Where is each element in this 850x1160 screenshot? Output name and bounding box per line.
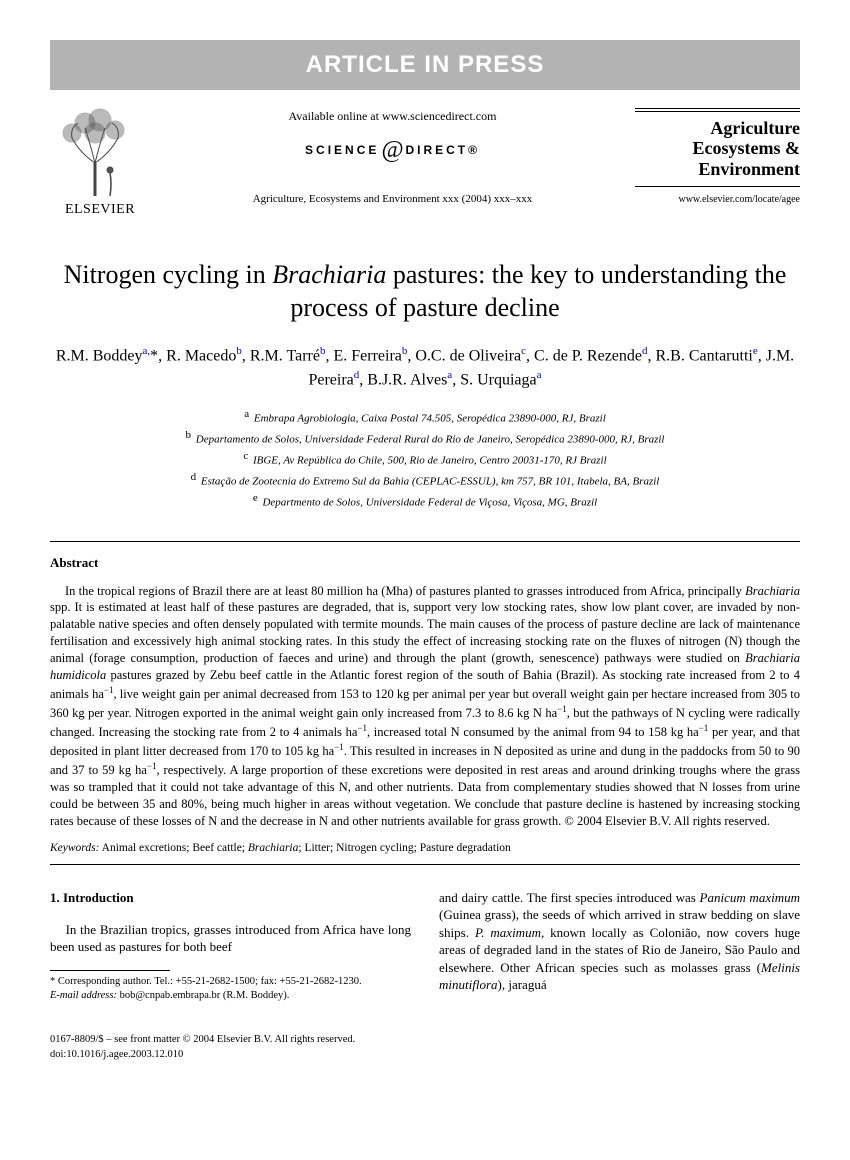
elsevier-tree-icon — [50, 108, 140, 198]
journal-title: Agriculture Ecosystems & Environment — [635, 108, 800, 187]
rule — [50, 864, 800, 865]
affiliations: a Embrapa Agrobiologia, Caixa Postal 74.… — [50, 406, 800, 512]
publisher-name: ELSEVIER — [50, 200, 150, 220]
publisher-logo: ELSEVIER — [50, 108, 150, 220]
title-ital: Brachiaria — [272, 260, 386, 289]
doi-line: doi:10.1016/j.agee.2003.12.010 — [50, 1048, 800, 1063]
keywords-label: Keywords: — [50, 842, 99, 854]
available-online-text: Available online at www.sciencedirect.co… — [170, 108, 615, 125]
sd-right: DIRECT® — [405, 143, 480, 157]
section-heading: 1. Introduction — [50, 889, 411, 907]
sd-at-icon: @ — [381, 137, 403, 163]
journal-box: Agriculture Ecosystems & Environment www… — [635, 108, 800, 207]
footnotes: * Corresponding author. Tel.: +55-21-268… — [50, 975, 411, 1003]
intro-paragraph-cont: and dairy cattle. The first species intr… — [439, 889, 800, 994]
affiliation: a Embrapa Agrobiologia, Caixa Postal 74.… — [50, 406, 800, 427]
header-row: ELSEVIER Available online at www.science… — [50, 108, 800, 220]
article-in-press-banner: ARTICLE IN PRESS — [50, 40, 800, 90]
journal-title-l2: Ecosystems & — [635, 138, 800, 159]
abstract-text: In the tropical regions of Brazil there … — [50, 583, 800, 830]
journal-title-l1: Agriculture — [635, 118, 800, 139]
title-pre: Nitrogen cycling in — [64, 260, 273, 289]
keywords-text: Animal excretions; Beef cattle; Brachiar… — [99, 842, 510, 854]
page-footer: 0167-8809/$ – see front matter © 2004 El… — [50, 1033, 800, 1062]
journal-url[interactable]: www.elsevier.com/locate/agee — [635, 193, 800, 207]
keywords: Keywords: Animal excretions; Beef cattle… — [50, 840, 800, 856]
sciencedirect-logo: SCIENCE@DIRECT® — [170, 134, 615, 168]
authors-list: R.M. Boddeya,*, R. Macedob, R.M. Tarréb,… — [50, 344, 800, 391]
rule — [50, 541, 800, 542]
affiliation: d Estação de Zootecnia do Extremo Sul da… — [50, 469, 800, 490]
affiliation: e Departmento de Solos, Universidade Fed… — [50, 490, 800, 511]
citation-line: Agriculture, Ecosystems and Environment … — [170, 192, 615, 207]
intro-paragraph: In the Brazilian tropics, grasses introd… — [50, 921, 411, 956]
corresponding-author-note: * Corresponding author. Tel.: +55-21-268… — [50, 975, 411, 989]
article-title: Nitrogen cycling in Brachiaria pastures:… — [50, 259, 800, 324]
copyright-line: 0167-8809/$ – see front matter © 2004 El… — [50, 1033, 800, 1048]
affiliation: c IBGE, Av República do Chile, 500, Rio … — [50, 448, 800, 469]
sd-left: SCIENCE — [305, 143, 379, 157]
center-header: Available online at www.sciencedirect.co… — [150, 108, 635, 208]
journal-title-l3: Environment — [635, 159, 800, 180]
affiliation: b Departamento de Solos, Universidade Fe… — [50, 427, 800, 448]
body-columns: 1. Introduction In the Brazilian tropics… — [50, 889, 800, 1004]
abstract-heading: Abstract — [50, 554, 800, 572]
footnote-separator — [50, 970, 170, 971]
email-note: E-mail address: bob@cnpab.embrapa.br (R.… — [50, 989, 411, 1003]
